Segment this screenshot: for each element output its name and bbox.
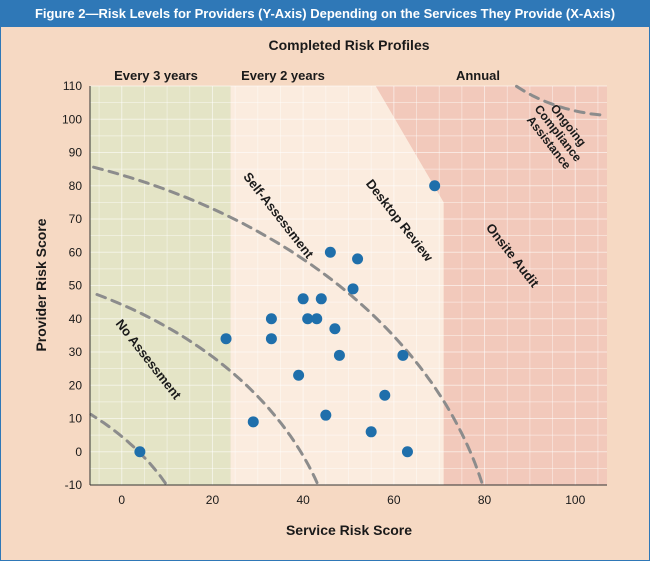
boundary-no-assessment: [89, 412, 167, 485]
x-tick-label: 40: [296, 493, 310, 507]
data-point: [293, 369, 305, 381]
x-tick-label: 100: [565, 493, 585, 507]
frequency-label-annual: Annual: [456, 68, 500, 83]
boundary-self-assessment: [90, 291, 319, 485]
y-tick-label: 10: [69, 412, 83, 426]
chart-title: Completed Risk Profiles: [268, 37, 429, 53]
x-tick-label: 60: [387, 493, 401, 507]
x-tick-label: 80: [478, 493, 492, 507]
data-point: [220, 333, 232, 345]
x-tick-label: 0: [118, 493, 125, 507]
y-tick-label: 110: [63, 79, 82, 93]
data-point: [265, 313, 277, 325]
data-point: [297, 293, 309, 305]
frequency-label-every-3-years: Every 3 years: [114, 68, 198, 83]
data-point: [302, 313, 314, 325]
data-point: [347, 283, 359, 295]
y-tick-label: 100: [62, 112, 82, 126]
y-tick-label: 60: [69, 245, 83, 259]
data-point: [379, 389, 391, 401]
data-point: [397, 349, 409, 361]
data-point: [429, 180, 441, 192]
y-tick-label: 80: [69, 179, 83, 193]
data-point: [320, 409, 332, 421]
data-point: [365, 426, 377, 438]
data-point: [333, 349, 345, 361]
data-point: [329, 323, 341, 335]
data-point: [352, 253, 364, 265]
y-tick-label: 20: [69, 378, 83, 392]
frequency-label-every-2-years: Every 2 years: [241, 68, 325, 83]
data-point: [311, 313, 323, 325]
y-tick-label: 50: [69, 279, 83, 293]
data-point: [324, 246, 336, 258]
y-tick-label: 70: [69, 212, 83, 226]
y-tick-label: 0: [75, 445, 82, 459]
y-tick-label: 90: [69, 146, 83, 160]
x-tick-label: 20: [206, 493, 220, 507]
y-tick-label: 40: [69, 312, 83, 326]
figure-title: Figure 2—Risk Levels for Providers (Y-Ax…: [1, 1, 649, 27]
boundary-desktop-review: [90, 165, 484, 484]
data-point: [247, 416, 259, 428]
y-tick-label: -10: [65, 478, 83, 492]
data-point: [265, 333, 277, 345]
data-point: [315, 293, 327, 305]
data-point: [134, 446, 146, 458]
x-axis-label: Service Risk Score: [286, 522, 412, 538]
data-point: [401, 446, 413, 458]
y-axis-label: Provider Risk Score: [33, 218, 49, 351]
y-tick-label: 30: [69, 345, 83, 359]
boundary-ongoing-compliance: [515, 84, 608, 117]
